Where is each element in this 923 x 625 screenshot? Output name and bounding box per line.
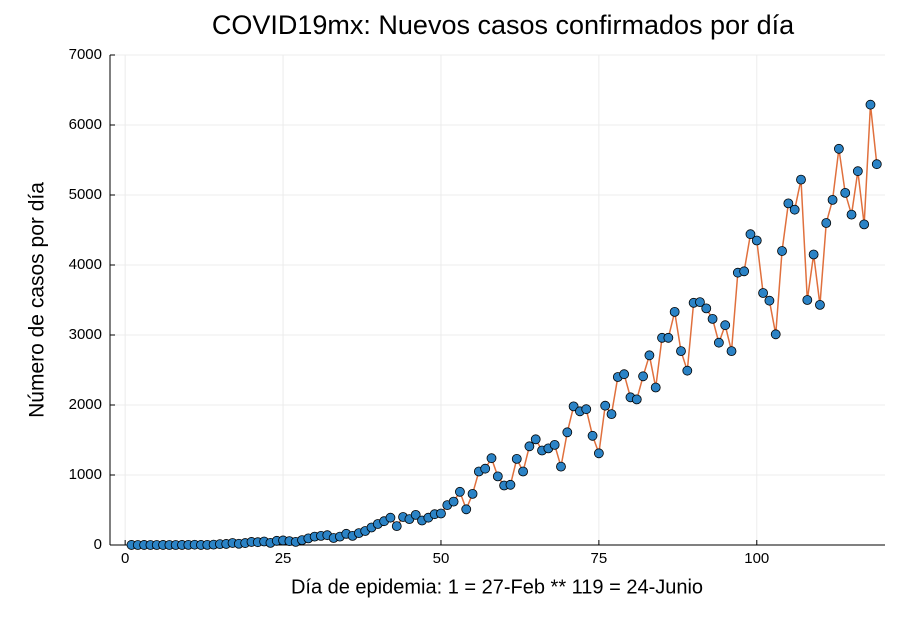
data-point — [619, 369, 630, 380]
data-point — [852, 166, 863, 177]
data-point — [524, 441, 535, 452]
data-point — [789, 204, 800, 215]
data-point — [505, 479, 516, 490]
data-point — [669, 306, 680, 317]
y-tick-label: 7000 — [69, 46, 102, 63]
data-point — [600, 400, 611, 411]
y-axis-label: Número de casos por día — [26, 182, 49, 418]
y-tick-label: 6000 — [69, 116, 102, 133]
y-tick-label: 2000 — [69, 396, 102, 413]
y-tick-label: 5000 — [69, 186, 102, 203]
data-point — [593, 448, 604, 459]
data-point — [871, 159, 882, 170]
data-point — [846, 209, 857, 220]
data-point — [385, 512, 396, 523]
data-point — [770, 329, 781, 340]
y-tick-label: 0 — [94, 536, 102, 553]
data-point — [726, 346, 737, 357]
data-point — [713, 337, 724, 348]
data-point — [486, 453, 497, 464]
data-point — [631, 394, 642, 405]
data-point — [549, 439, 560, 450]
data-point — [455, 486, 465, 497]
data-point — [650, 382, 661, 393]
data-point — [492, 471, 503, 482]
x-axis-label: Día de epidemia: 1 = 27-Feb ** 119 = 24-… — [291, 576, 703, 598]
data-point — [410, 510, 421, 520]
y-tick-label: 4000 — [69, 256, 102, 273]
data-point — [644, 350, 655, 361]
data-point — [720, 320, 731, 331]
data-point — [556, 461, 566, 472]
data-point — [802, 295, 813, 305]
data-point — [764, 295, 775, 306]
data-point — [840, 187, 851, 198]
x-tick-label: 0 — [121, 550, 129, 567]
data-point — [663, 332, 674, 343]
x-tick-label: 25 — [275, 550, 292, 567]
data-point — [783, 198, 794, 209]
data-point — [758, 288, 768, 298]
data-point — [581, 404, 592, 415]
y-tick-label: 3000 — [69, 326, 102, 343]
x-tick-label: 75 — [591, 550, 608, 567]
x-tick-label: 100 — [744, 550, 769, 567]
data-point — [511, 453, 522, 464]
data-point — [518, 466, 528, 477]
data-point — [461, 504, 472, 515]
data-point — [467, 488, 478, 499]
data-point — [587, 430, 598, 441]
data-point — [682, 365, 693, 376]
data-point — [833, 143, 844, 154]
data-point — [745, 229, 756, 240]
data-point — [448, 496, 459, 507]
data-point — [695, 297, 705, 308]
data-point — [676, 346, 686, 357]
data-point — [638, 371, 648, 382]
data-point — [707, 313, 718, 324]
data-point — [859, 219, 870, 230]
data-point — [701, 303, 712, 314]
data-point — [808, 249, 819, 260]
data-point — [562, 427, 573, 438]
x-tick-label: 50 — [433, 550, 450, 567]
chart-title: COVID19mx: Nuevos casos confirmados por … — [212, 10, 795, 40]
data-point — [436, 508, 446, 519]
data-point — [606, 409, 617, 420]
data-point — [827, 194, 838, 205]
data-point — [796, 174, 806, 185]
data-point — [530, 434, 541, 445]
data-point — [821, 218, 832, 228]
data-point — [391, 521, 402, 531]
data-point — [751, 235, 762, 246]
data-point — [480, 463, 491, 474]
data-point — [777, 246, 787, 256]
data-point — [865, 99, 876, 110]
data-point — [815, 299, 825, 310]
data-point — [739, 266, 750, 277]
data-line — [131, 104, 878, 546]
y-tick-label: 1000 — [69, 466, 102, 483]
